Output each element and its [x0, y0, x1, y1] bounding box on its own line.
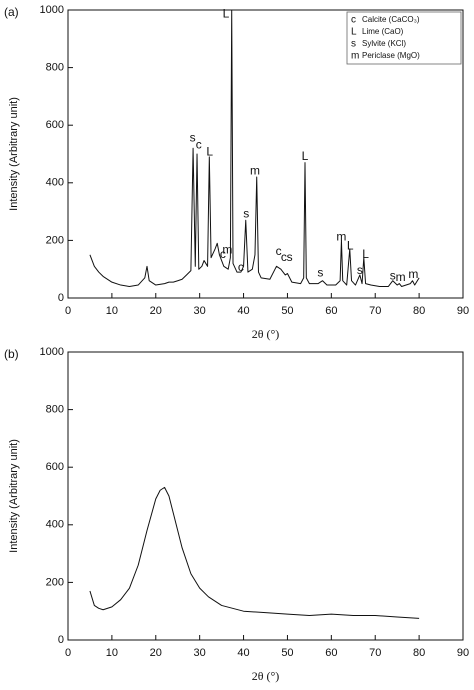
legend-label: Calcite (CaCO₃): [362, 15, 420, 24]
x-axis-title: 2θ (°): [252, 327, 280, 341]
peak-label: m: [250, 163, 260, 177]
peak-label: c: [196, 138, 202, 152]
peak-label: c: [220, 247, 226, 261]
y-tick-label: 0: [58, 292, 64, 304]
peak-label: s: [287, 250, 293, 264]
y-tick-label: 800: [46, 404, 64, 416]
y-axis-title: Intensity (Arbitrary unit): [8, 439, 20, 553]
x-tick-label: 70: [369, 305, 381, 317]
peak-label: L: [347, 238, 354, 252]
x-tick-label: 80: [413, 647, 425, 659]
x-tick-label: 0: [65, 305, 71, 317]
x-tick-label: 10: [106, 647, 118, 659]
legend-symbol: L: [351, 27, 357, 38]
plot-frame: [67, 351, 464, 641]
peak-label: s: [317, 266, 323, 280]
peak-label: c: [238, 260, 244, 274]
peak-label: s: [390, 269, 396, 283]
x-tick-label: 60: [325, 647, 337, 659]
y-tick-label: 400: [46, 519, 64, 531]
x-tick-label: 90: [457, 305, 469, 317]
x-tick-label: 80: [413, 305, 425, 317]
x-tick-label: 20: [150, 305, 162, 317]
peak-label: m: [336, 230, 346, 244]
x-tick-label: 50: [281, 305, 293, 317]
peak-label: m: [408, 267, 418, 281]
legend-symbol: s: [351, 39, 356, 50]
x-tick-label: 30: [194, 647, 206, 659]
x-tick-label: 70: [369, 647, 381, 659]
x-tick-label: 90: [457, 647, 469, 659]
x-axis-title: 2θ (°): [252, 669, 280, 683]
legend-box: [346, 11, 462, 65]
x-tick-label: 20: [150, 647, 162, 659]
y-tick-label: 600: [46, 461, 64, 473]
peak-label: c: [281, 250, 287, 264]
peak-label: m: [396, 270, 406, 284]
legend-label: Sylvite (KCl): [362, 39, 406, 48]
y-tick-label: 0: [58, 634, 64, 646]
x-tick-label: 10: [106, 305, 118, 317]
peak-label: c: [276, 244, 282, 258]
y-tick-label: 1000: [40, 346, 64, 358]
x-tick-label: 40: [237, 647, 249, 659]
legend-symbol: m: [351, 51, 359, 62]
legend-label: Lime (CaO): [362, 27, 404, 36]
y-tick-label: 200: [46, 576, 64, 588]
peak-label: s: [357, 263, 363, 277]
peak-label: L: [206, 145, 213, 159]
plot-frame: [67, 9, 464, 299]
peak-label: s: [190, 130, 196, 144]
x-tick-label: 30: [194, 305, 206, 317]
peak-label: L: [362, 247, 369, 261]
panel-label: (b): [4, 347, 19, 361]
panel-label: (a): [4, 5, 19, 19]
x-tick-label: 60: [325, 305, 337, 317]
peak-label: L: [223, 6, 230, 20]
y-tick-label: 1000: [40, 4, 64, 16]
legend-symbol: c: [351, 15, 356, 26]
peak-label: m: [222, 243, 232, 257]
y-tick-label: 400: [46, 177, 64, 189]
x-tick-label: 50: [281, 647, 293, 659]
data-line: [89, 9, 420, 287]
peak-label: L: [302, 149, 309, 163]
y-tick-label: 600: [46, 119, 64, 131]
data-line: [89, 486, 420, 619]
x-tick-label: 40: [237, 305, 249, 317]
y-tick-label: 200: [46, 234, 64, 246]
legend-label: Periclase (MgO): [362, 51, 420, 60]
peak-label: s: [243, 207, 249, 221]
y-axis-title: Intensity (Arbitrary unit): [8, 97, 20, 211]
x-tick-label: 0: [65, 647, 71, 659]
y-tick-label: 800: [46, 62, 64, 74]
